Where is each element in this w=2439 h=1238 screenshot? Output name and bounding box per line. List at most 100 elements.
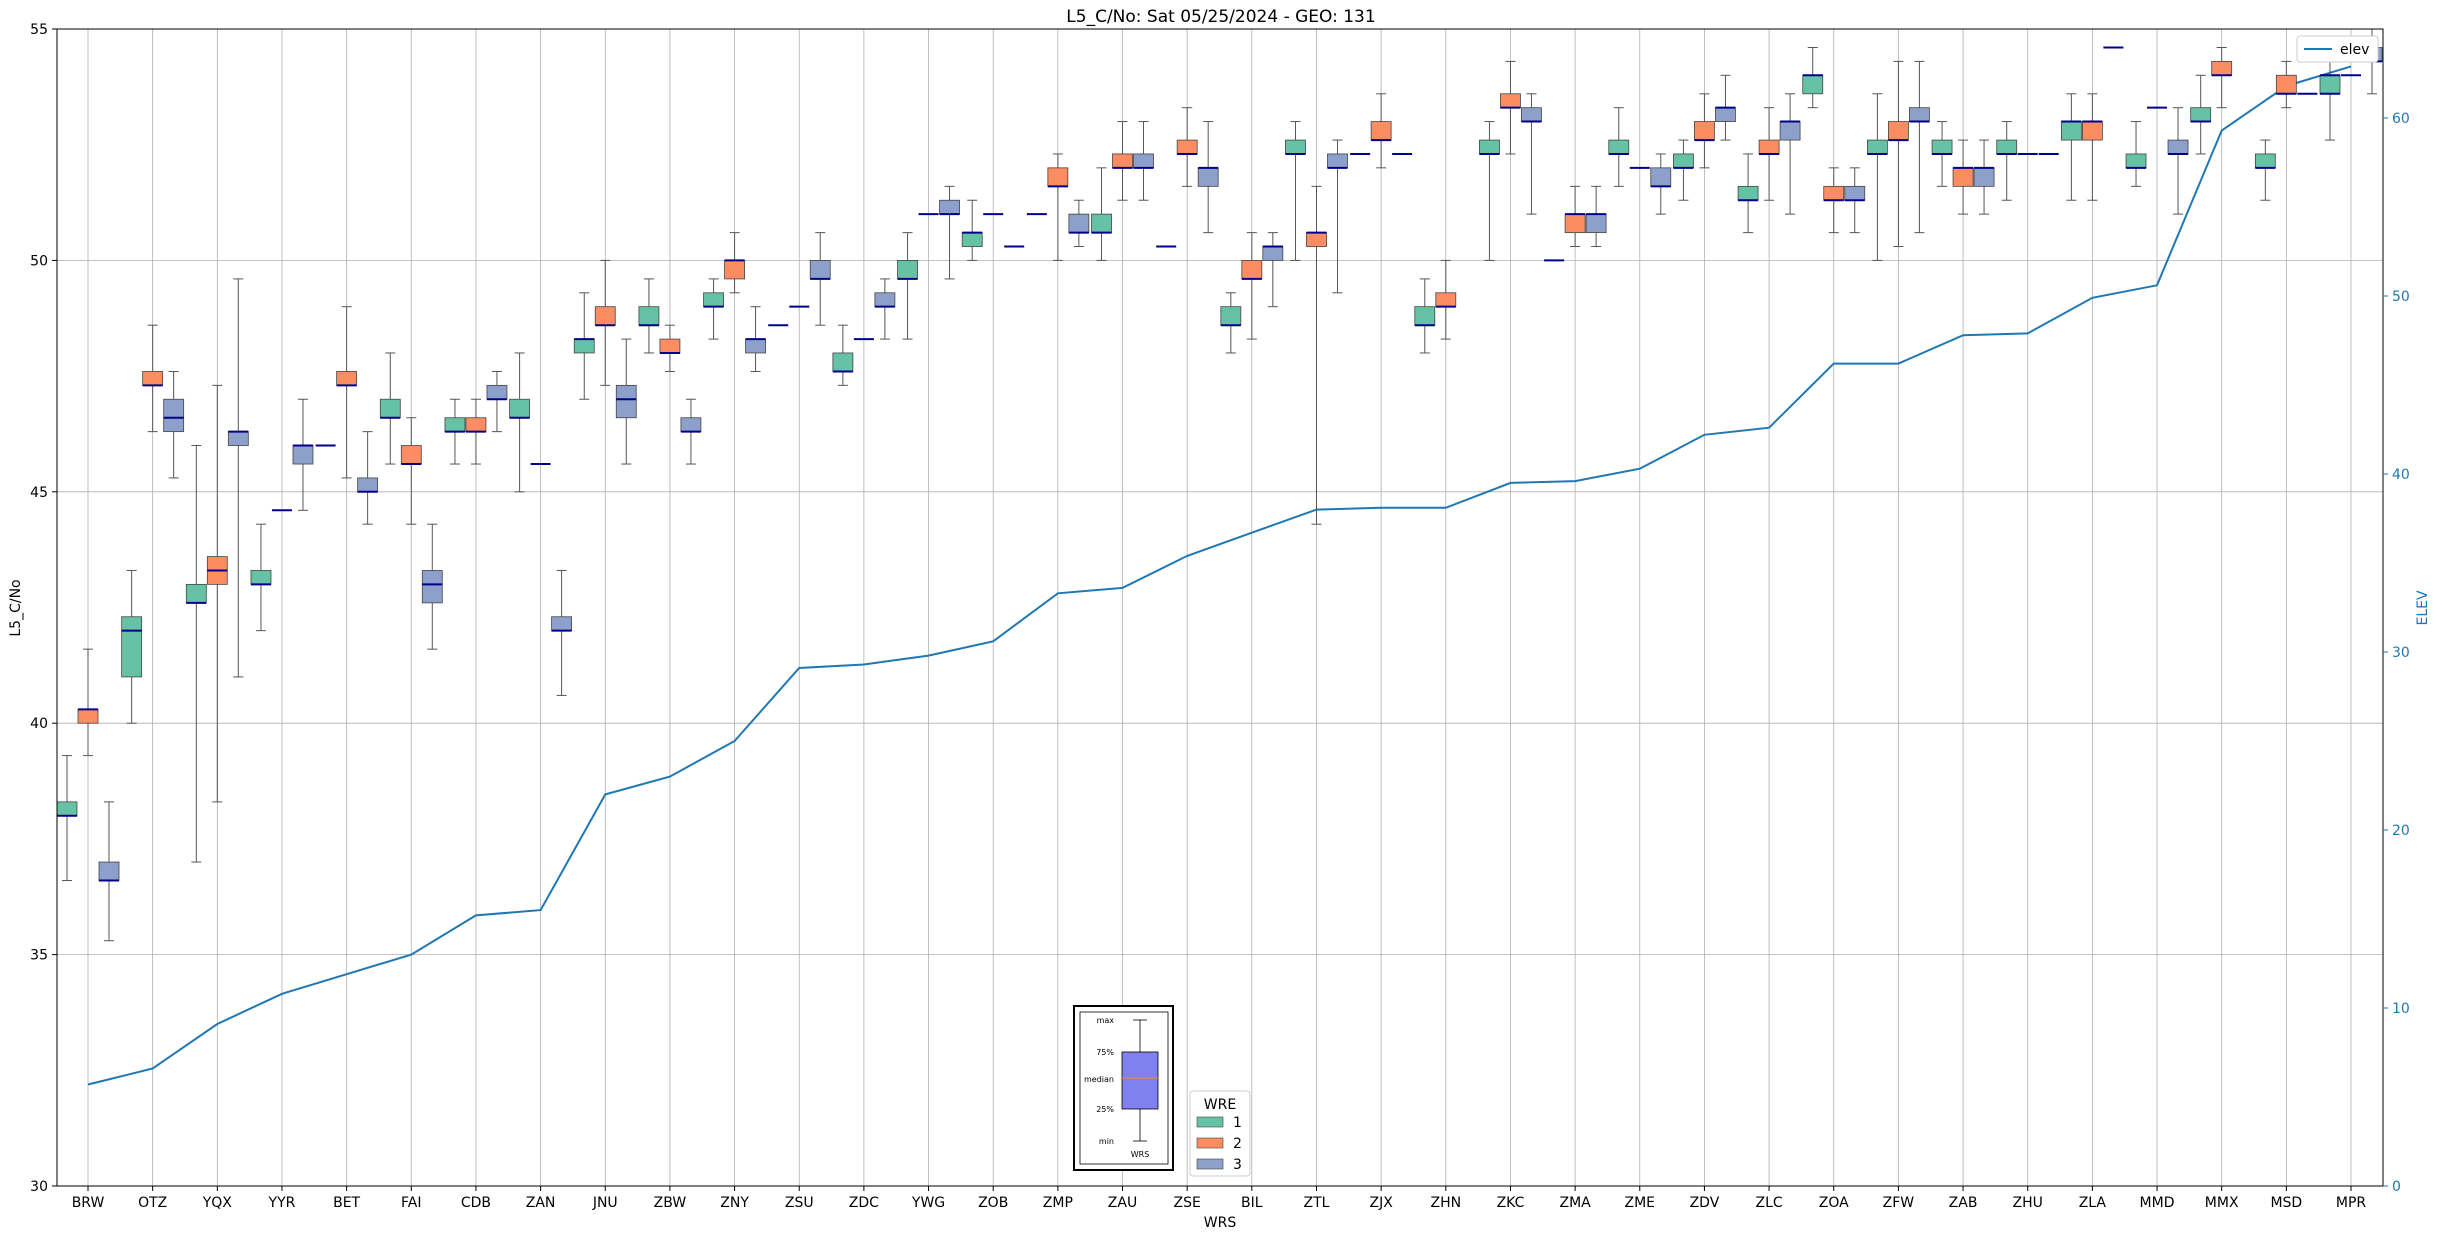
box-body	[1262, 246, 1284, 261]
box-body	[1220, 306, 1242, 326]
box-ZAN-1	[509, 352, 531, 493]
x-tick-label: CDB	[461, 1195, 491, 1211]
box-ZDC-3	[874, 278, 896, 340]
x-tick-label: ZFW	[1883, 1195, 1915, 1211]
box-body	[2167, 139, 2189, 155]
box-body	[1844, 185, 1866, 201]
y-tick-label: 30	[30, 1179, 48, 1195]
box-ZJX-2	[1370, 93, 1392, 169]
box-ZMA-2	[1564, 185, 1586, 248]
box-body	[1585, 213, 1607, 234]
box-body	[1673, 153, 1694, 169]
y-axis-title: L5_C/No	[8, 579, 24, 636]
box-ZME-3	[1650, 153, 1672, 215]
box-body	[1047, 167, 1069, 187]
x-axis-title: WRS	[1204, 1215, 1237, 1231]
box-ZBW-2	[659, 324, 681, 372]
box-body	[1521, 107, 1542, 122]
box-MMX-1	[2190, 74, 2212, 155]
x-tick-label: ZME	[1625, 1195, 1656, 1211]
box-MMX-2	[2211, 47, 2233, 109]
box-ZFW-1	[1867, 93, 1888, 261]
box-YWG-3	[939, 185, 960, 280]
box-ZAB-3	[1973, 139, 1995, 215]
box-body	[897, 259, 918, 280]
box-OTZ-2	[142, 324, 164, 433]
box-body	[2254, 153, 2276, 169]
legend-label-2: 2	[1233, 1136, 1242, 1152]
x-tick-label: BIL	[1241, 1195, 1263, 1211]
box-body	[1608, 139, 1630, 155]
box-BIL-3	[1262, 232, 1284, 308]
box-body	[292, 445, 314, 465]
box-ZFW-3	[1909, 60, 1930, 234]
box-body	[2275, 74, 2297, 95]
box-body	[1285, 139, 1306, 155]
x-tick-label: MMD	[2140, 1195, 2175, 1211]
box-body	[163, 398, 185, 433]
wre-legend-frame	[1189, 1090, 1251, 1177]
box-ZTL-1	[1285, 121, 1306, 261]
box-ZMA-3	[1585, 185, 1607, 248]
box-body	[573, 338, 595, 354]
box-ZLA-1	[2060, 93, 2082, 201]
box-body	[874, 292, 896, 308]
box-CDB-3	[486, 370, 508, 433]
box-BRW-1	[56, 755, 78, 882]
box-body	[1133, 153, 1154, 169]
elev-series-line	[87, 65, 2352, 1086]
box-body	[465, 417, 487, 433]
x-tick-label: ZSU	[785, 1195, 814, 1211]
elev-legend-label: elev	[2340, 42, 2369, 58]
x-tick-label: ZDV	[1690, 1195, 1720, 1211]
x-tick-label: ZAB	[1949, 1195, 1978, 1211]
box-body	[2190, 107, 2212, 122]
box-ZKC-2	[1500, 60, 1521, 155]
box-CDB-1	[444, 398, 466, 465]
y-tick-label: 55	[30, 22, 48, 38]
x-tick-label: ZTL	[1304, 1195, 1330, 1211]
x-tick-label: BRW	[72, 1195, 105, 1211]
y2-tick-label: 40	[2392, 467, 2410, 483]
box-body	[680, 417, 702, 433]
box-YQX-3	[227, 278, 249, 678]
legend-label-3: 3	[1233, 1157, 1242, 1173]
chart-title: L5_C/No: Sat 05/25/2024 - GEO: 131	[1066, 7, 1375, 27]
box-ZNY-1	[703, 278, 724, 340]
box-CDB-2	[465, 398, 487, 465]
y-tick-label: 35	[30, 948, 48, 964]
box-ZLC-2	[1758, 107, 1780, 201]
box-OTZ-3	[163, 370, 185, 479]
box-body	[486, 384, 508, 400]
box-body	[1435, 292, 1457, 308]
key-box	[1121, 1051, 1159, 1110]
box-ZTL-3	[1327, 139, 1348, 294]
box-body	[400, 445, 422, 465]
y-axis: 30 35 40 45 50 55	[30, 22, 57, 1195]
wre-legend-title: WRE	[1204, 1097, 1236, 1113]
x-tick-label: ZDC	[849, 1195, 879, 1211]
box-ZHN-2	[1435, 259, 1457, 340]
box-ZDV-3	[1715, 74, 1736, 141]
box-body	[1996, 139, 2018, 155]
box-body	[336, 371, 358, 386]
box-ZKC-3	[1521, 93, 1542, 215]
box-ZSU-3	[809, 232, 831, 326]
box-body	[615, 384, 637, 419]
x-tick-label: ZOA	[1819, 1195, 1849, 1211]
x-tick-label: BET	[333, 1195, 360, 1211]
x-tick-label: ZKC	[1497, 1195, 1525, 1211]
wre-legend: WRE 1 2 3	[1189, 1090, 1251, 1177]
box-body	[1306, 232, 1327, 247]
x-tick-label: ZHN	[1431, 1195, 1462, 1211]
box-ZNY-2	[724, 232, 745, 294]
x-tick-label: ZBW	[654, 1195, 687, 1211]
box-body	[250, 570, 272, 585]
box-BIL-2	[1241, 232, 1263, 340]
elev-legend: elev	[2296, 35, 2379, 63]
box-body	[1867, 139, 1888, 155]
key-label-median: median	[1084, 1075, 1114, 1084]
box-body	[1952, 167, 1974, 187]
box-body	[509, 398, 531, 419]
